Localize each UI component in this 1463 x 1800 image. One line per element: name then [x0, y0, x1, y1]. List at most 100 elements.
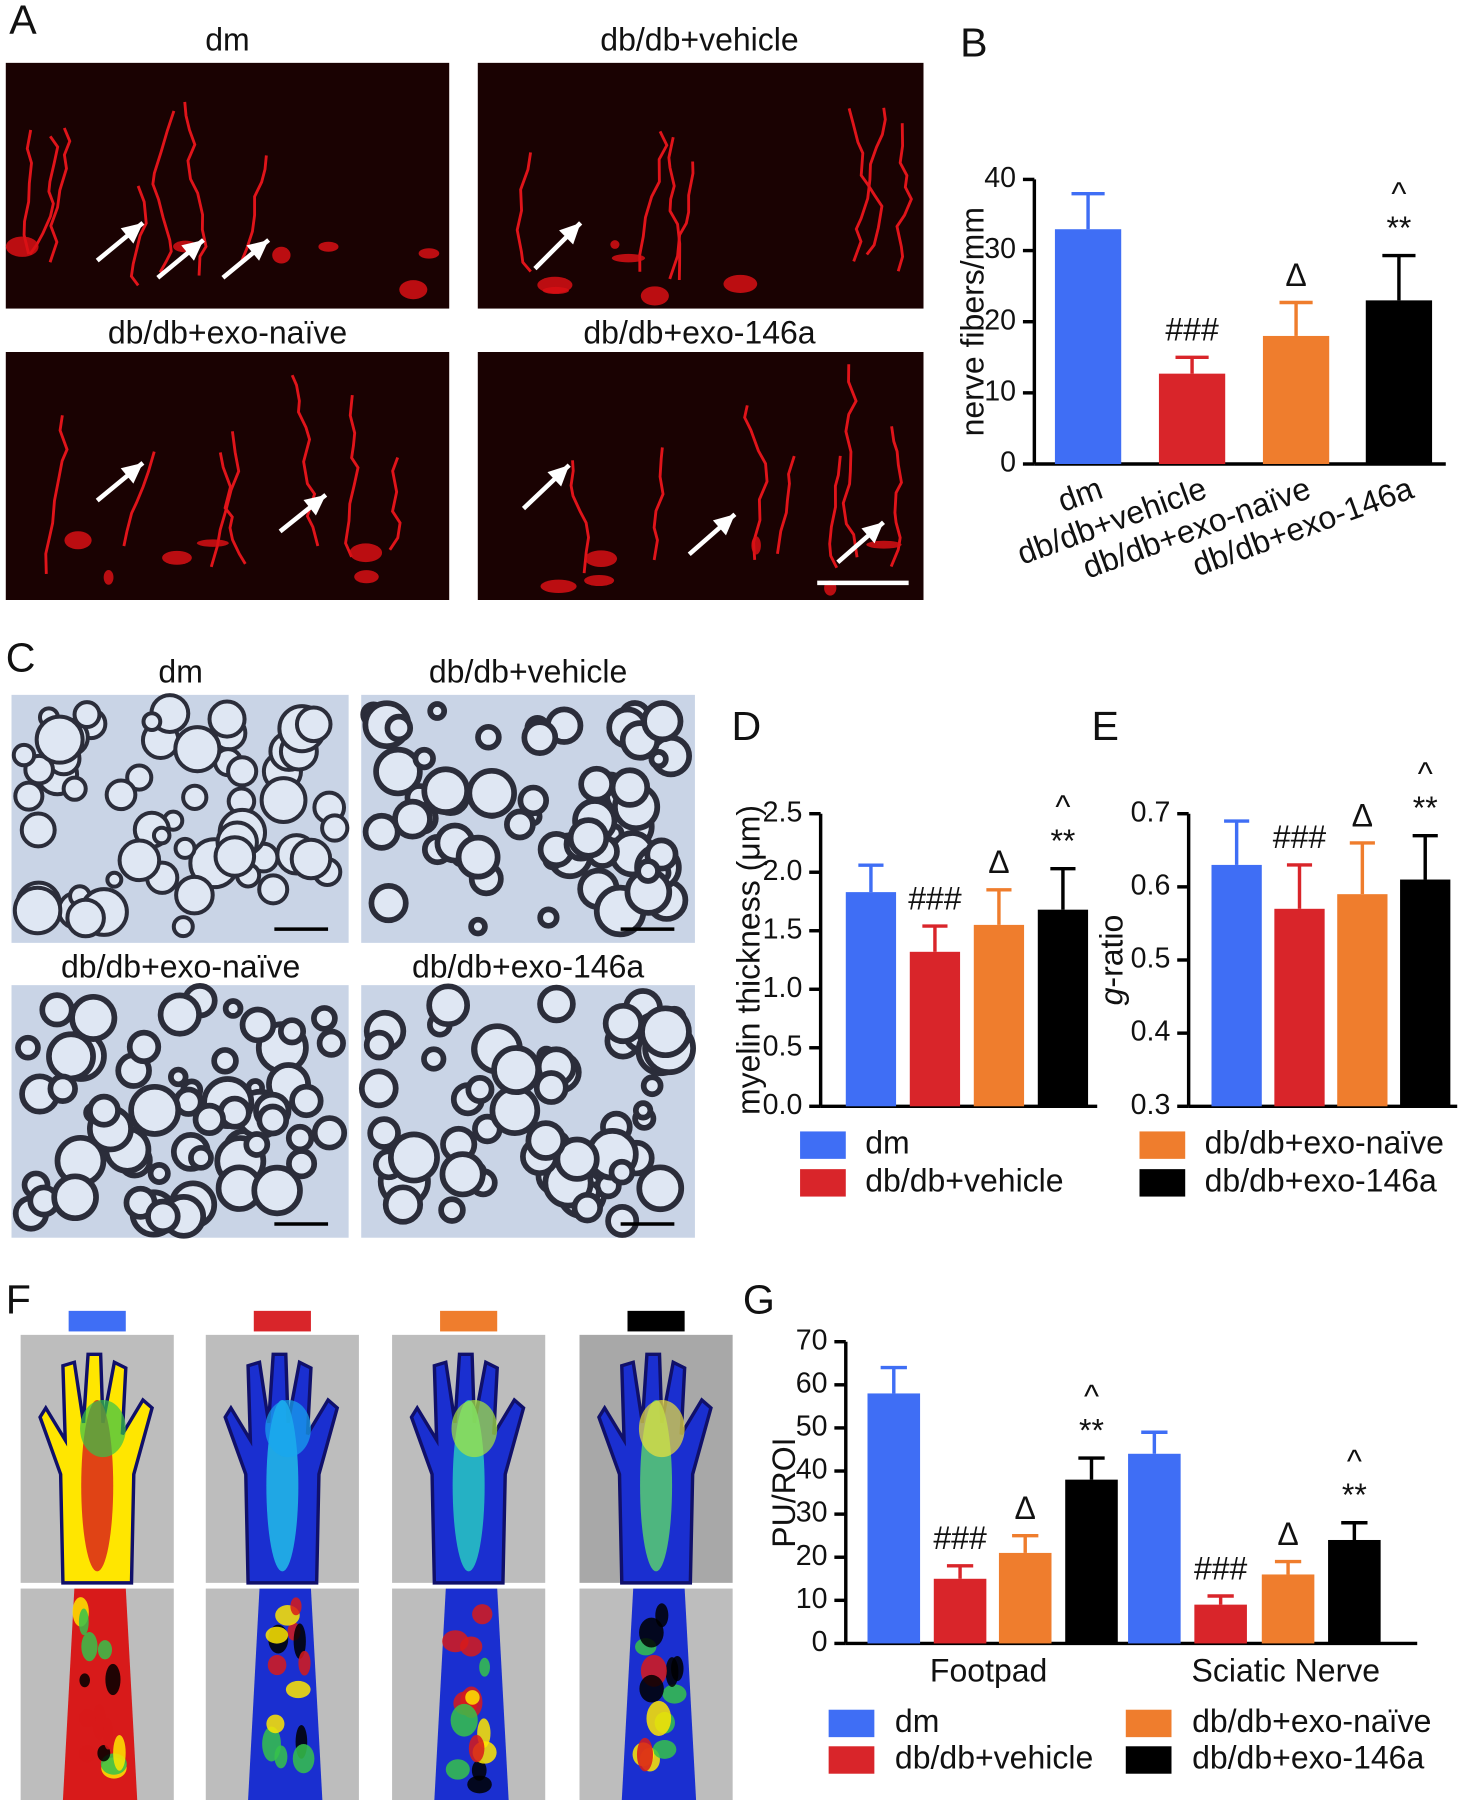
y-tick-label: 70 [796, 1324, 828, 1356]
y-tick-label: 50 [796, 1410, 828, 1442]
axon [289, 1083, 324, 1119]
stain-blob [540, 579, 577, 594]
axon [277, 1017, 307, 1046]
bar [845, 892, 897, 1107]
perfusion-spot [636, 1737, 654, 1772]
axon [171, 915, 195, 939]
axon [639, 1005, 692, 1059]
axon [128, 1083, 182, 1137]
perfusion-spot [267, 1654, 287, 1676]
axon [635, 858, 661, 884]
nerve-fiber [22, 129, 33, 255]
y-tick-label: 10 [796, 1583, 828, 1615]
axon [504, 808, 536, 841]
panel-letter: G [743, 1277, 775, 1323]
axon [259, 776, 308, 824]
y-tick-label: 20 [984, 304, 1016, 336]
bar [1365, 300, 1433, 464]
bar [1328, 1539, 1381, 1644]
axon [384, 713, 414, 743]
arrow-head [120, 222, 143, 244]
y-axis-label: nerve fibers/mm [954, 207, 990, 436]
axon [19, 811, 57, 849]
significance: Δ [988, 844, 1009, 880]
nerve-fiber [388, 456, 402, 551]
significance: ### [1194, 1550, 1248, 1586]
nerve-fiber [776, 455, 796, 554]
significance: Δ [1285, 257, 1306, 293]
perfusion [265, 1400, 311, 1458]
axons [360, 700, 693, 938]
group-color-key [253, 1310, 311, 1332]
perfusion-spot [293, 1623, 306, 1659]
axon [147, 1162, 171, 1185]
arrow-head [712, 514, 735, 536]
axon [61, 775, 88, 802]
axon [15, 1034, 41, 1061]
y-tick-label: 30 [984, 233, 1016, 265]
axon [392, 798, 433, 840]
legend-label: db/db+exo-146a [1192, 1739, 1424, 1775]
perfusion-spot [285, 1680, 311, 1699]
significance: ** [1342, 1477, 1367, 1513]
nerve-fiber [122, 451, 156, 547]
axon [320, 813, 350, 843]
bar [1037, 909, 1089, 1107]
perfusion-spot [467, 1775, 492, 1794]
legend-label: db/db+exo-146a [1205, 1162, 1437, 1198]
nerve-fiber [668, 161, 695, 280]
significance: ^ [1347, 1443, 1362, 1479]
axon [567, 817, 610, 859]
significance: ^ [1391, 176, 1406, 212]
panel-letter: C [6, 634, 36, 680]
axon [636, 1164, 685, 1213]
nerve-fiber [151, 110, 176, 273]
nerve-fiber [889, 426, 903, 568]
axon [517, 784, 550, 817]
perfusion [451, 1400, 498, 1458]
perfusion-spot [78, 1709, 96, 1728]
bar [933, 1578, 987, 1644]
axon [69, 993, 118, 1042]
stain-blob [418, 248, 440, 259]
nerve-fiber [129, 185, 148, 287]
perfusion-spot [298, 1650, 311, 1676]
nerve-fiber [667, 136, 682, 281]
y-axis-label: myelin thickness (μm) [730, 805, 766, 1115]
axon [521, 719, 559, 756]
axon [533, 1070, 569, 1105]
significance: Δ [1277, 1516, 1298, 1552]
axon [412, 746, 436, 771]
nerve-fiber [183, 101, 208, 276]
stain-blob [272, 246, 291, 264]
significance: Δ [1015, 1490, 1036, 1526]
axon [608, 1158, 636, 1186]
y-tick-label: 0.3 [1131, 1089, 1171, 1121]
axon [12, 885, 63, 936]
nerve-fiber [344, 394, 360, 558]
legend-swatch [1139, 1131, 1186, 1159]
fluorescence-image [477, 352, 924, 600]
image-label: db/db+vehicle [429, 654, 627, 690]
perfusion-spot [652, 1740, 677, 1759]
legend-swatch [1125, 1746, 1172, 1774]
perfusion-spot [97, 1640, 112, 1660]
nerve-fiber [828, 455, 842, 569]
axon [239, 1006, 277, 1044]
image-label: db/db+exo-naïve [108, 314, 347, 350]
axon [438, 1196, 466, 1224]
bar [1400, 879, 1451, 1107]
bar [867, 1393, 921, 1644]
axon [537, 984, 576, 1024]
axon [125, 763, 154, 792]
bar [909, 951, 961, 1107]
nerve-fiber [28, 135, 60, 256]
axon [525, 1120, 567, 1161]
axon [188, 1144, 214, 1171]
significance: ^ [1055, 789, 1070, 825]
axon [174, 874, 215, 916]
stain-blob [196, 539, 229, 547]
nerve-fiber [847, 107, 884, 256]
significance: ### [1273, 819, 1327, 855]
perfusion [80, 1400, 126, 1458]
